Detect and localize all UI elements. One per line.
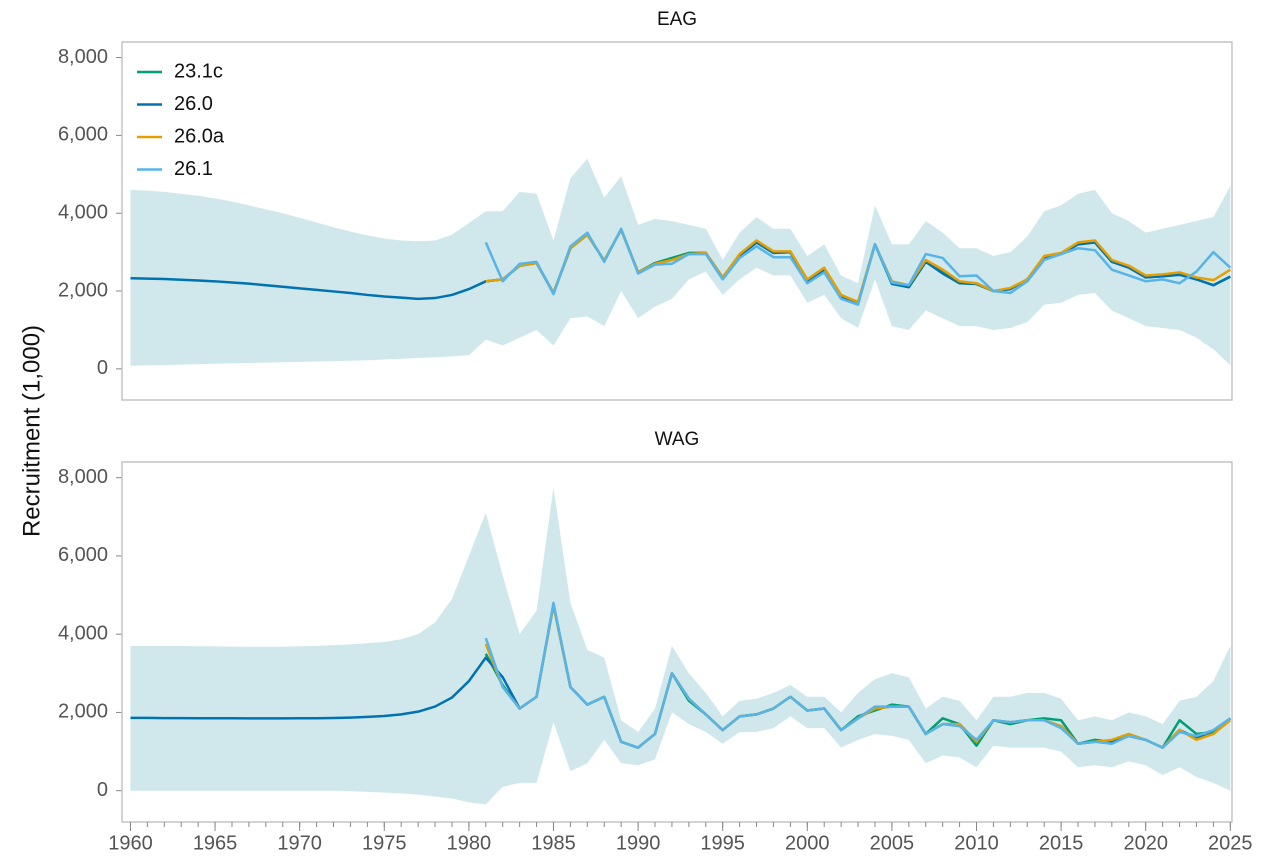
x-tick-label: 1985 — [531, 832, 576, 854]
x-tick-label: 1980 — [447, 832, 492, 854]
x-tick-label: 1995 — [700, 832, 745, 854]
x-tick-label: 1960 — [108, 832, 153, 854]
x-tick-label: 2025 — [1208, 832, 1253, 854]
y-tick-label: 4,000 — [58, 201, 108, 223]
x-tick-label: 1975 — [362, 832, 407, 854]
x-tick-label: 2005 — [870, 832, 915, 854]
legend-label: 26.0a — [174, 125, 225, 147]
x-tick-label: 2015 — [1039, 832, 1084, 854]
y-tick-label: 6,000 — [58, 124, 108, 146]
series-line — [484, 227, 1232, 306]
y-tick-label: 2,000 — [58, 701, 108, 723]
y-tick-label: 0 — [97, 779, 108, 801]
legend-label: 26.0 — [174, 93, 213, 115]
panel-title: EAG — [657, 9, 697, 30]
y-tick-label: 8,000 — [58, 46, 108, 68]
series-line — [484, 601, 1232, 749]
y-tick-label: 8,000 — [58, 466, 108, 488]
x-tick-label: 2010 — [954, 832, 999, 854]
y-tick-label: 2,000 — [58, 279, 108, 301]
y-tick-label: 0 — [97, 357, 108, 379]
y-tick-label: 4,000 — [58, 622, 108, 644]
x-tick-label: 1970 — [277, 832, 322, 854]
confidence-band — [130, 487, 1231, 805]
x-tick-label: 1965 — [193, 832, 238, 854]
y-tick-label: 6,000 — [58, 544, 108, 566]
confidence-band — [130, 158, 1231, 366]
panel-frame — [121, 41, 1233, 401]
legend-label: 23.1c — [174, 60, 223, 82]
y-axis-label: Recruitment (1,000) — [18, 325, 45, 537]
panel-title: WAG — [655, 429, 700, 450]
x-tick-label: 2020 — [1123, 832, 1168, 854]
panel-frame — [121, 461, 1233, 823]
legend-label: 26.1 — [174, 158, 213, 180]
x-tick-label: 1990 — [616, 832, 661, 854]
x-tick-label: 2000 — [785, 832, 830, 854]
